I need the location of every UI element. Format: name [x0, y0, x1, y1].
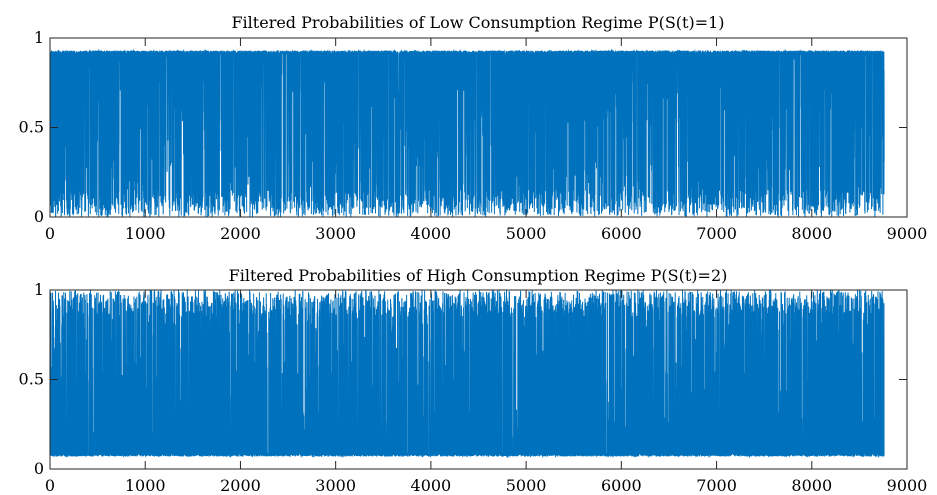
x-tick-label: 3000 — [315, 224, 356, 243]
x-tick-label: 4000 — [411, 476, 452, 495]
x-tick-label: 3000 — [315, 476, 356, 495]
plot-area — [50, 48, 885, 217]
axes-box — [49, 37, 908, 218]
chart-title: Filtered Probabilities of High Consumpti… — [229, 266, 728, 285]
x-tick-label: 5000 — [506, 224, 547, 243]
axes-box — [49, 289, 908, 470]
x-tick-label: 6000 — [601, 476, 642, 495]
x-tick-label: 8000 — [791, 476, 832, 495]
y-tick-label: 0 — [34, 459, 44, 478]
x-tick-label: 9000 — [887, 476, 928, 495]
x-axis: 0 1000 2000 3000 4000 5000 6000 7000 8000 9000 — [45, 290, 927, 495]
series-line — [50, 48, 885, 217]
plot-area — [50, 290, 885, 459]
y-tick-label: 0 — [34, 207, 44, 226]
x-tick-label: 4000 — [411, 224, 452, 243]
y-axis: 00.51 — [19, 28, 907, 226]
chart-low-consumption: Filtered Probabilities of Low Consumptio… — [19, 13, 928, 243]
series-line — [50, 290, 885, 459]
y-tick-label: 0.5 — [19, 118, 44, 137]
x-tick-label: 8000 — [791, 224, 832, 243]
y-tick-label: 1 — [34, 28, 44, 47]
x-tick-label: 1000 — [125, 476, 166, 495]
x-tick-label: 7000 — [696, 476, 737, 495]
x-tick-label: 2000 — [220, 476, 261, 495]
y-tick-label: 0.5 — [19, 370, 44, 389]
x-tick-label: 7000 — [696, 224, 737, 243]
x-tick-label: 0 — [45, 224, 55, 243]
x-axis: 0 1000 2000 3000 4000 5000 6000 7000 8000 9000 — [45, 38, 927, 243]
x-tick-label: 1000 — [125, 224, 166, 243]
x-tick-label: 9000 — [887, 224, 928, 243]
y-tick-label: 1 — [34, 280, 44, 299]
x-tick-label: 5000 — [506, 476, 547, 495]
x-tick-label: 6000 — [601, 224, 642, 243]
chart-high-consumption: Filtered Probabilities of High Consumpti… — [19, 266, 928, 495]
x-tick-label: 2000 — [220, 224, 261, 243]
x-tick-label: 0 — [45, 476, 55, 495]
chart-title: Filtered Probabilities of Low Consumptio… — [231, 13, 724, 32]
